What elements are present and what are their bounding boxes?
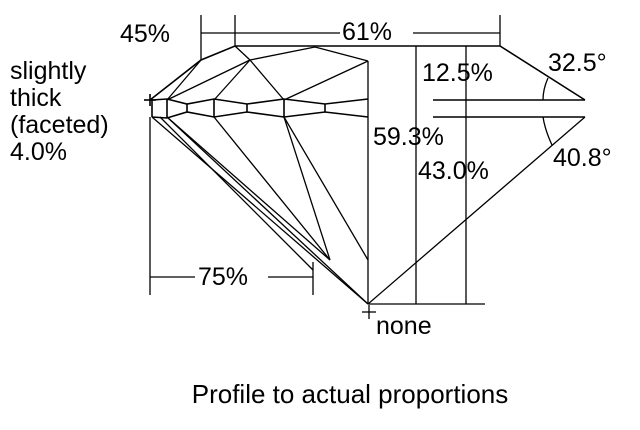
girdle-label-line2: thick: [10, 84, 62, 112]
crown-height-label: 12.5%: [422, 59, 493, 87]
crown-facets: [166, 45, 369, 101]
pavilion-depth-label: 43.0%: [418, 157, 489, 185]
pavilion-angle-label: 40.8°: [553, 144, 612, 172]
crown-angle-ratio-label: 45%: [120, 20, 171, 48]
girdle-value-label: 4.0%: [10, 138, 67, 166]
total-depth-label: 59.3%: [373, 123, 444, 151]
table-label: 61%: [342, 18, 393, 46]
girdle-label-line1: slightly: [10, 57, 87, 85]
girdle: [144, 94, 585, 119]
caption: Profile to actual proportions: [191, 379, 509, 409]
lower-half-label: 75%: [198, 263, 249, 291]
dimension-lines: [149, 15, 553, 319]
culet-label: none: [376, 312, 432, 340]
girdle-label-line3: (faceted): [10, 111, 109, 139]
crown-angle-label: 32.5°: [548, 49, 607, 77]
pavilion: [151, 61, 586, 305]
